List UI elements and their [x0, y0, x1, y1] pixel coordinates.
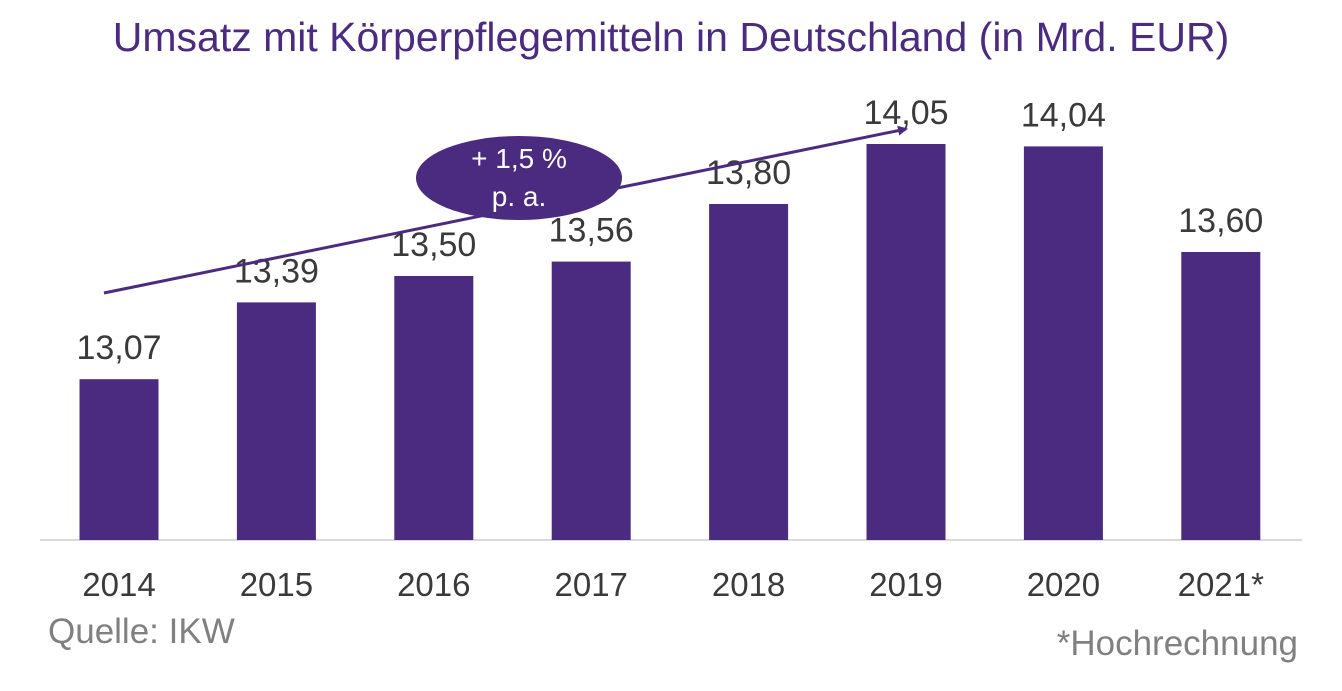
growth-badge-line1: + 1,5 %: [471, 143, 567, 174]
x-tick-label: 2018: [712, 566, 785, 603]
source-note: Quelle: IKW: [48, 612, 235, 651]
bar-2016: [394, 276, 474, 540]
value-label: 13,60: [1178, 202, 1263, 240]
value-label: 13,07: [76, 329, 161, 367]
growth-badge: [416, 136, 622, 220]
x-tick-label: 2017: [554, 566, 627, 603]
x-tick-label: 2020: [1027, 566, 1100, 603]
x-tick-label: 2019: [869, 566, 942, 603]
bar-2020: [1023, 146, 1103, 540]
x-tick-label: 2016: [397, 566, 470, 603]
value-label: 14,05: [863, 94, 948, 132]
value-label: 13,56: [549, 212, 634, 250]
x-tick-label: 2014: [82, 566, 155, 603]
bar-2021: [1181, 252, 1261, 540]
chart-title: Umsatz mit Körperpflegemitteln in Deutsc…: [112, 14, 1230, 60]
bar-2014: [79, 379, 159, 540]
x-tick-label: 2021*: [1178, 566, 1264, 603]
bar-2017: [551, 261, 631, 540]
value-label: 14,04: [1021, 96, 1106, 134]
growth-badge-line2: p. a.: [492, 181, 546, 212]
bar-2018: [709, 204, 789, 540]
x-tick-label: 2015: [240, 566, 313, 603]
bar-2019: [866, 144, 946, 540]
bar-2015: [236, 302, 316, 540]
footnote: *Hochrechnung: [1056, 624, 1298, 663]
